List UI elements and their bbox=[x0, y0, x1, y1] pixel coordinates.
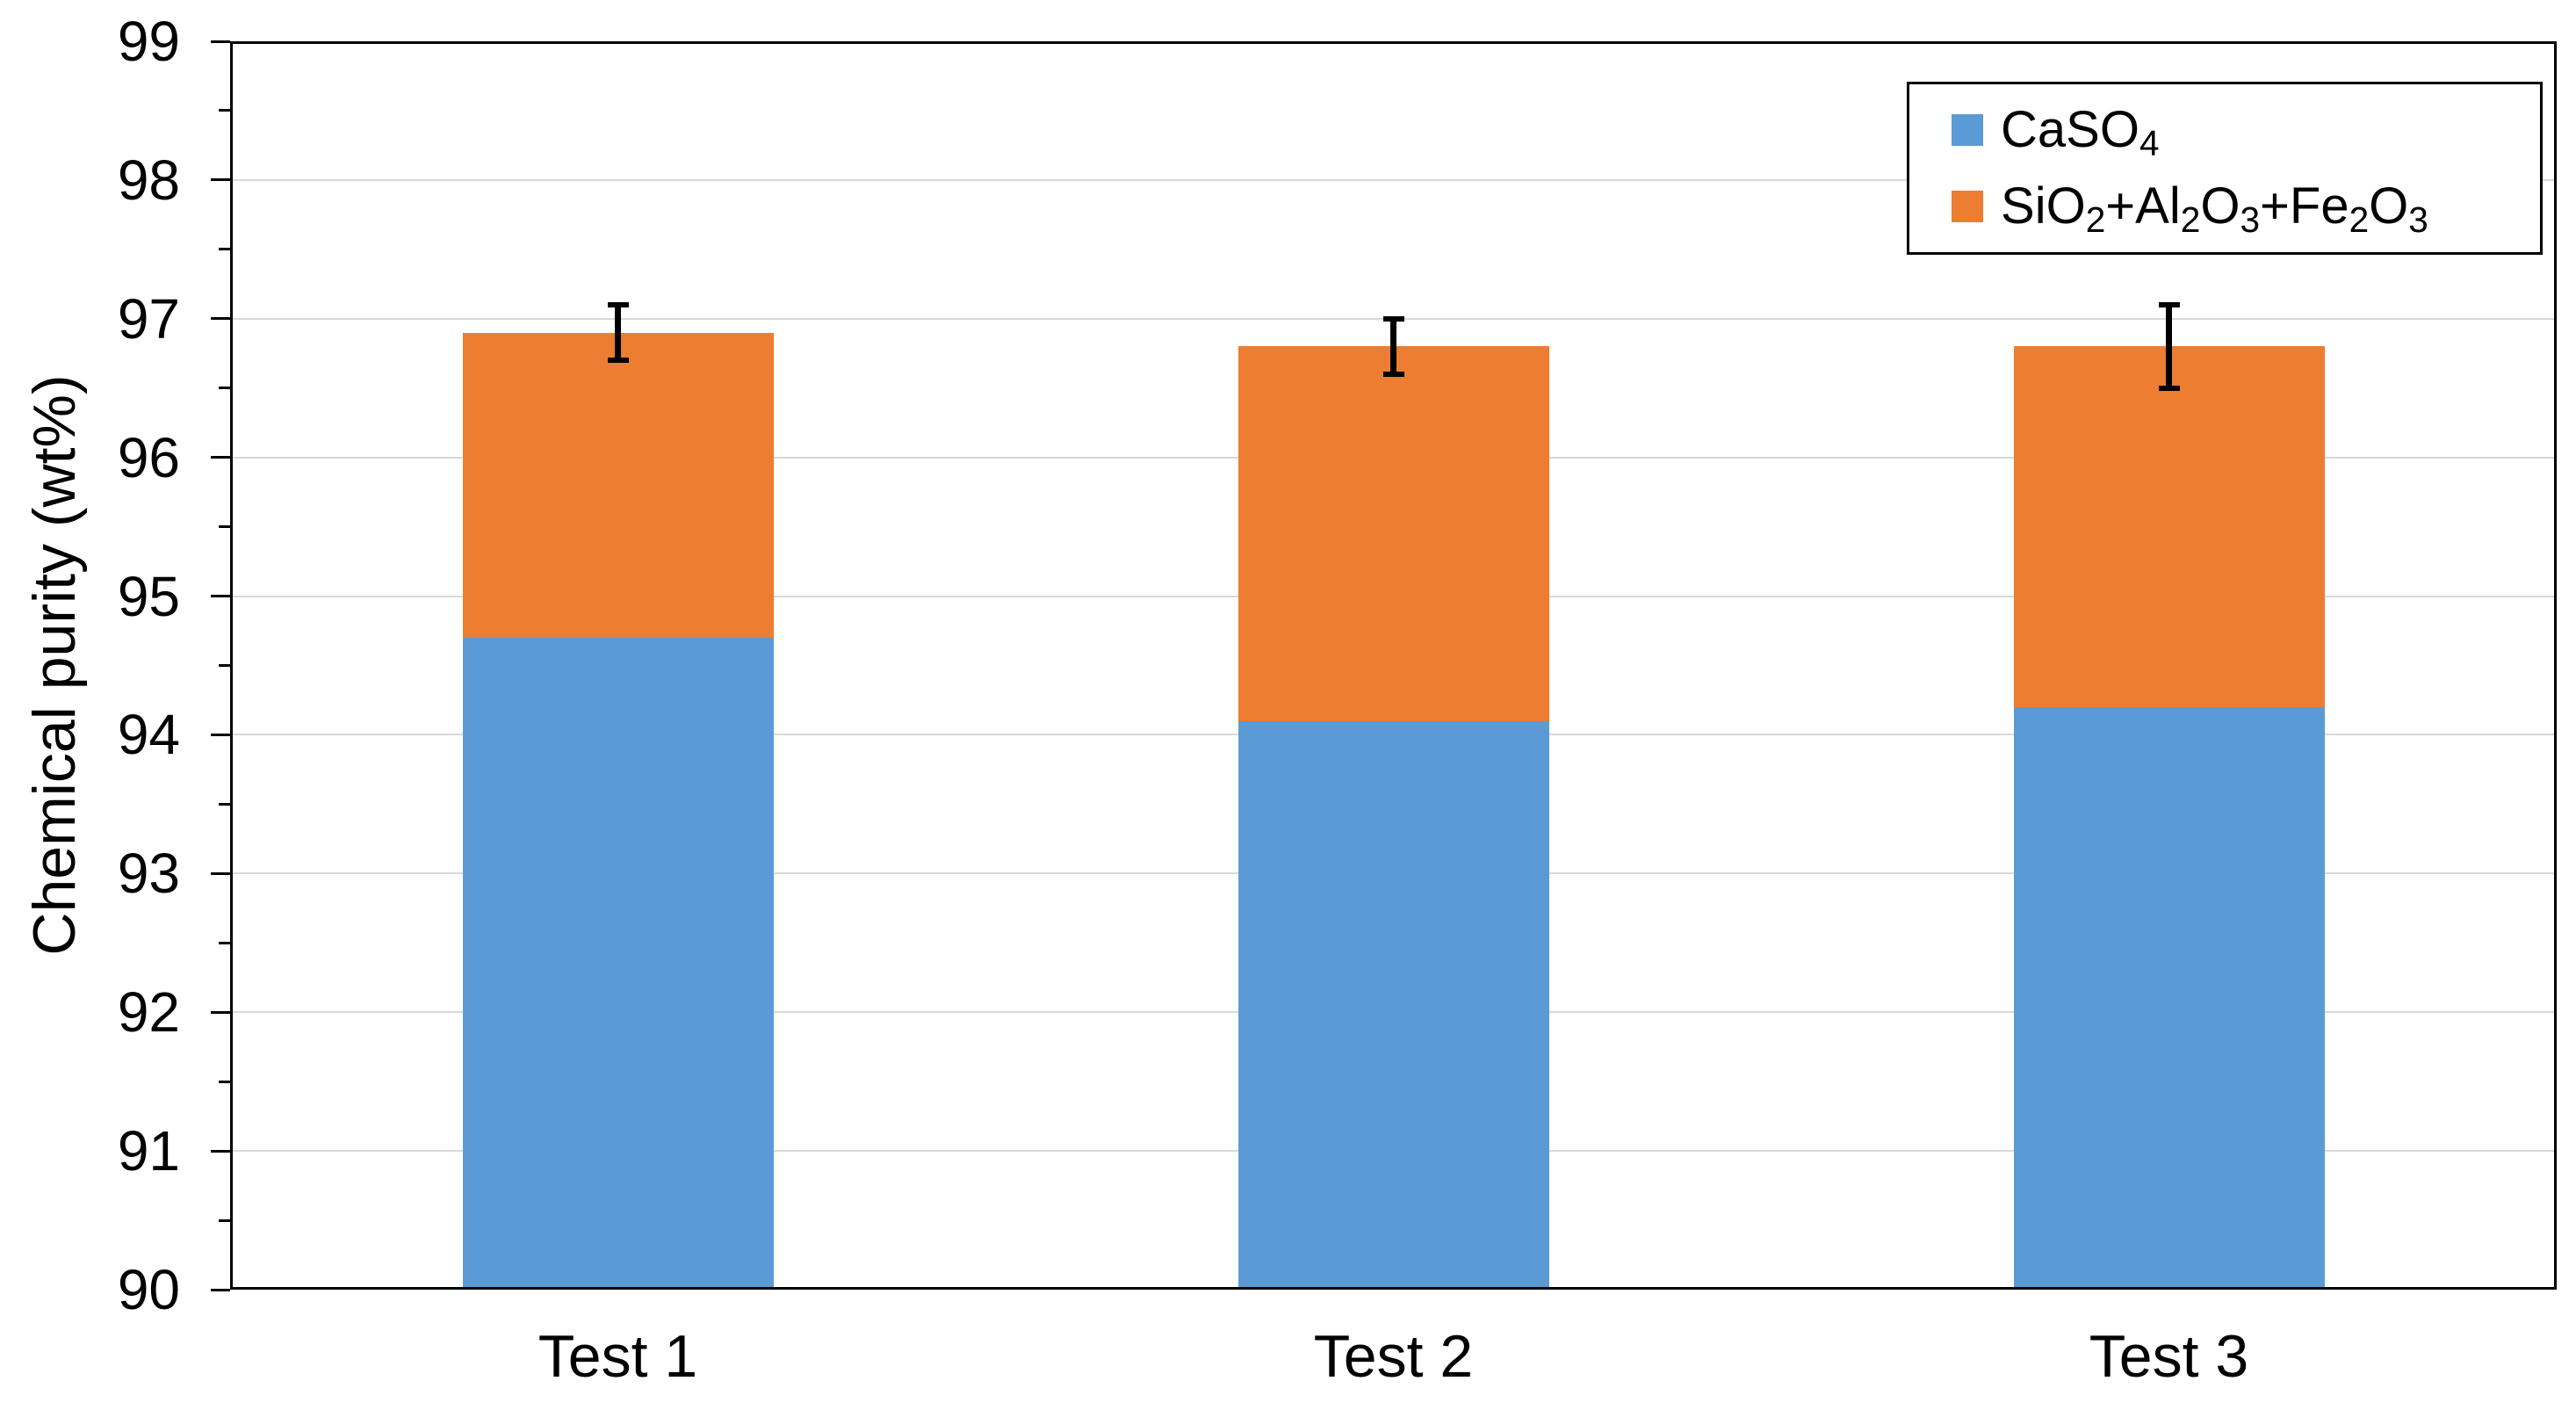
y-minor-tick bbox=[219, 387, 230, 390]
y-major-tick bbox=[211, 871, 230, 875]
x-category-label: Test 3 bbox=[2089, 1323, 2249, 1390]
y-tick-label: 99 bbox=[117, 10, 180, 73]
y-minor-tick bbox=[219, 248, 230, 251]
legend-label: SiO2+Al2O3+Fe2O3 bbox=[2001, 177, 2428, 241]
y-major-tick bbox=[211, 1288, 230, 1291]
bar-segment bbox=[1237, 346, 1549, 721]
y-tick-label: 94 bbox=[117, 703, 180, 767]
error-bar-line bbox=[615, 304, 621, 361]
y-tick-label: 95 bbox=[117, 564, 180, 628]
x-category-label: Test 1 bbox=[538, 1323, 698, 1390]
y-tick-label: 90 bbox=[117, 1258, 180, 1321]
y-minor-tick bbox=[219, 664, 230, 667]
y-major-tick bbox=[211, 733, 230, 736]
y-major-tick bbox=[211, 595, 230, 598]
y-major-tick bbox=[211, 40, 230, 43]
bar-segment bbox=[2013, 346, 2325, 707]
bar-segment bbox=[462, 332, 774, 638]
y-minor-tick bbox=[219, 802, 230, 806]
legend-swatch bbox=[1952, 113, 1983, 146]
legend-item: CaSO4 bbox=[1952, 91, 2531, 169]
gridline bbox=[230, 178, 2557, 181]
y-tick-label: 97 bbox=[117, 286, 180, 351]
y-major-tick bbox=[211, 456, 230, 459]
legend-label: CaSO4 bbox=[2001, 100, 2160, 163]
error-bar-cap bbox=[1382, 371, 1404, 377]
error-bar-cap bbox=[2158, 301, 2180, 307]
legend-item: SiO2+Al2O3+Fe2O3 bbox=[1952, 169, 2531, 246]
y-minor-tick bbox=[219, 109, 230, 112]
error-bar-cap bbox=[607, 358, 629, 364]
legend-swatch bbox=[1952, 191, 1983, 223]
bar-segment bbox=[1237, 720, 1549, 1290]
y-tick-label: 96 bbox=[117, 425, 180, 489]
y-tick-label: 98 bbox=[117, 148, 180, 212]
error-bar-line bbox=[2166, 304, 2172, 388]
y-major-tick bbox=[211, 1149, 230, 1153]
y-minor-tick bbox=[219, 525, 230, 529]
y-major-tick bbox=[211, 1010, 230, 1014]
y-minor-tick bbox=[219, 1080, 230, 1083]
error-bar-cap bbox=[607, 301, 629, 307]
error-bar-cap bbox=[2158, 385, 2180, 391]
y-tick-label: 93 bbox=[117, 842, 180, 906]
bar-segment bbox=[462, 637, 774, 1290]
y-major-tick bbox=[211, 317, 230, 321]
legend: CaSO4 SiO2+Al2O3+Fe2O3 bbox=[1907, 82, 2543, 255]
y-major-tick bbox=[211, 178, 230, 182]
y-minor-tick bbox=[219, 1218, 230, 1222]
y-tick-label: 92 bbox=[117, 980, 180, 1045]
bar-segment bbox=[2013, 706, 2325, 1290]
y-tick-label: 91 bbox=[117, 1119, 180, 1183]
y-minor-tick bbox=[219, 941, 230, 944]
x-category-label: Test 2 bbox=[1313, 1323, 1474, 1390]
error-bar-cap bbox=[1382, 315, 1404, 322]
error-bar-line bbox=[1390, 318, 1396, 374]
